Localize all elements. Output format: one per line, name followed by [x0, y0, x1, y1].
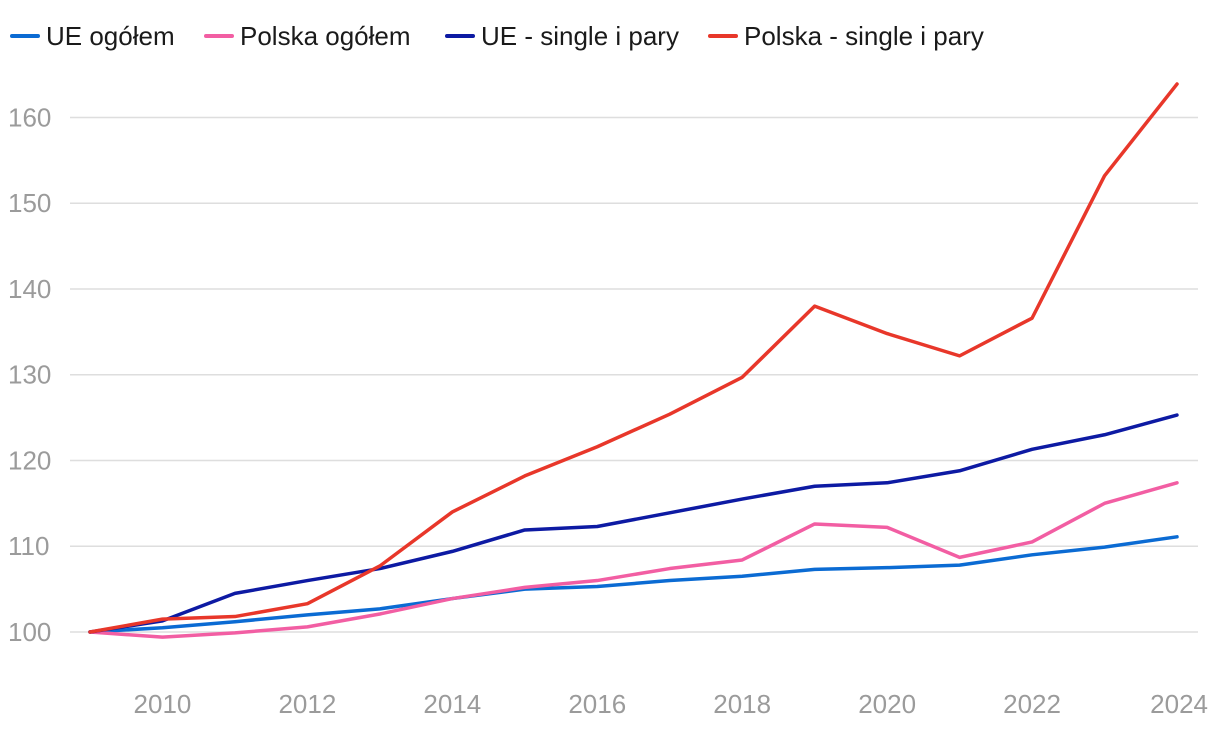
x-tick-label: 2010	[134, 689, 192, 719]
x-tick-label: 2014	[423, 689, 481, 719]
x-tick-label: 2020	[858, 689, 916, 719]
x-tick-label: 2018	[713, 689, 771, 719]
series-lines	[88, 82, 1179, 639]
legend-item: Polska - single i pary	[708, 21, 984, 51]
legend-item: UE ogółem	[10, 21, 175, 51]
y-tick-label: 100	[8, 617, 51, 647]
legend-label: Polska - single i pary	[744, 21, 984, 51]
y-tick-label: 150	[8, 188, 51, 218]
legend-label: UE - single i pary	[481, 21, 679, 51]
chart-legend: UE ogółem Polska ogółem UE - single i pary…	[10, 21, 984, 51]
x-tick-label: 2024	[1150, 689, 1208, 719]
y-axis: 100 110 120 130 140 150 160	[8, 102, 51, 647]
series-line-polska-ogółem	[88, 481, 1179, 639]
x-tick-label: 2012	[278, 689, 336, 719]
x-axis: 2010 2012 2014 2016 2018 2020 2022 2024	[134, 689, 1208, 719]
y-tick-label: 130	[8, 360, 51, 390]
series-line-ue-single-i-pary	[88, 413, 1179, 634]
legend-label: UE ogółem	[46, 21, 175, 51]
x-tick-label: 2016	[568, 689, 626, 719]
y-tick-label: 120	[8, 445, 51, 475]
series-line-ue-ogółem	[88, 535, 1179, 634]
legend-item: UE - single i pary	[445, 21, 679, 51]
series-line-polska-single-i-pary	[88, 82, 1179, 634]
x-tick-label: 2022	[1003, 689, 1061, 719]
y-tick-label: 110	[8, 531, 49, 561]
y-tick-label: 160	[8, 102, 51, 132]
y-tick-label: 140	[8, 274, 51, 304]
legend-label: Polska ogółem	[240, 21, 411, 51]
legend-item: Polska ogółem	[204, 21, 411, 51]
